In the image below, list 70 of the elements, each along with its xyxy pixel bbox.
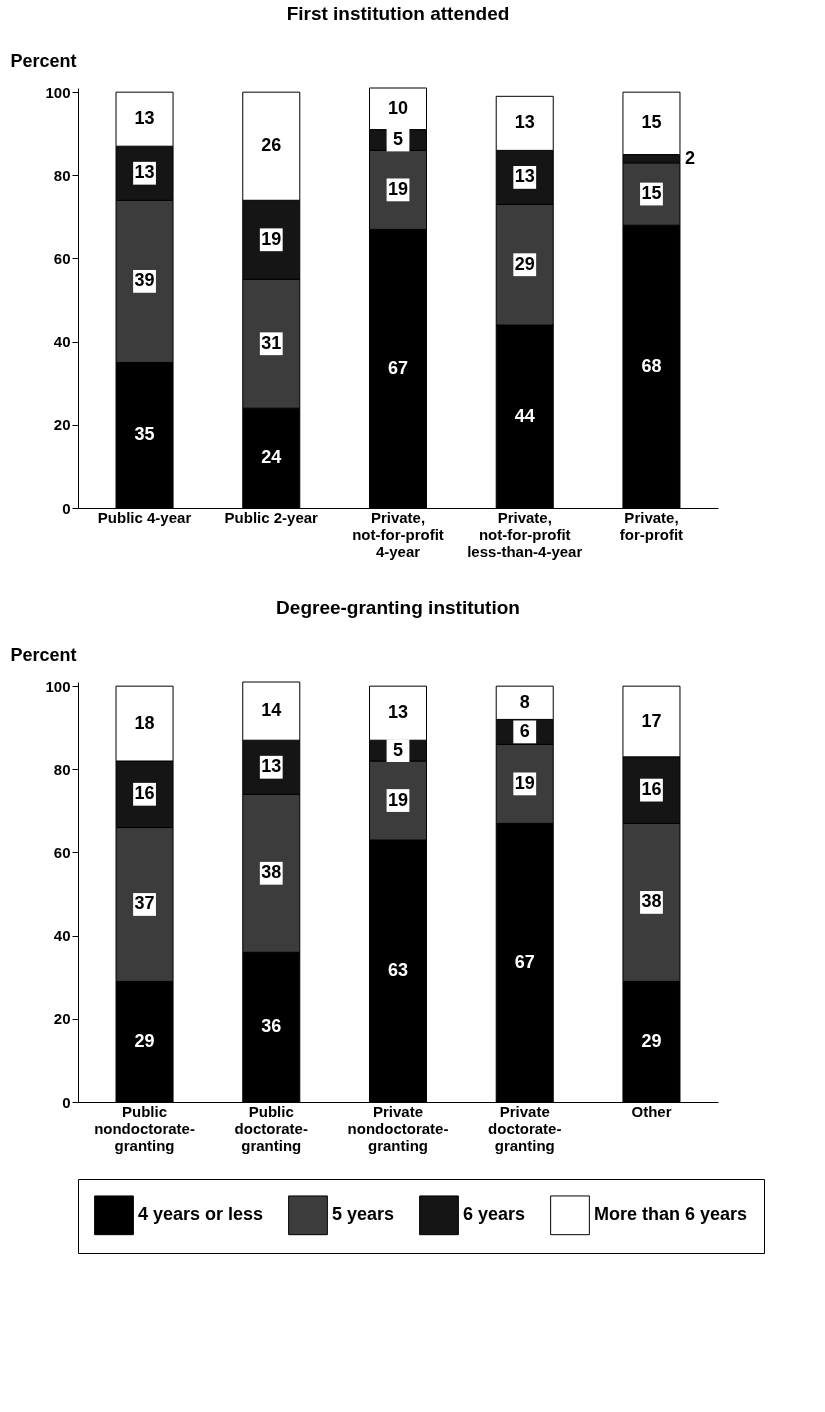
data-label: 17 bbox=[641, 710, 662, 731]
y-tick-label: 0 bbox=[62, 1093, 71, 1111]
y-tick-label: 100 bbox=[45, 677, 71, 695]
data-label: 29 bbox=[134, 1030, 155, 1051]
data-label: 44 bbox=[514, 405, 535, 426]
data-label: 38 bbox=[261, 862, 282, 883]
data-label: 15 bbox=[641, 112, 662, 133]
y-tick-label: 100 bbox=[45, 83, 71, 101]
y-tick-label: 80 bbox=[53, 760, 71, 778]
legend-label: More than 6 years bbox=[594, 1204, 748, 1225]
data-label: 13 bbox=[514, 112, 535, 133]
x-tick-label: Private nondoctorate-granting bbox=[347, 1102, 449, 1154]
data-label: 5 bbox=[392, 128, 404, 149]
y-tick-label: 20 bbox=[53, 416, 71, 434]
data-label: 8 bbox=[519, 691, 530, 712]
data-label: 14 bbox=[261, 700, 282, 721]
y-tick-label: 80 bbox=[53, 166, 71, 184]
y-tick-label: 0 bbox=[62, 499, 71, 517]
data-label: 35 bbox=[134, 424, 155, 445]
data-label: 68 bbox=[641, 355, 662, 376]
y-tick-label: 60 bbox=[53, 844, 71, 861]
x-tick-label: Private, not-for-profit 4-year bbox=[352, 508, 444, 560]
chart-title: First institution attended bbox=[286, 3, 510, 24]
y-tick-label: 40 bbox=[53, 333, 71, 351]
data-label: 16 bbox=[134, 783, 155, 804]
x-tick-label: Other bbox=[631, 1102, 672, 1120]
data-label: 36 bbox=[261, 1016, 282, 1037]
data-label: 26 bbox=[261, 135, 282, 156]
y-tick-label: 40 bbox=[53, 927, 71, 945]
data-label: 67 bbox=[387, 357, 409, 378]
legend-label: 6 years bbox=[463, 1204, 526, 1225]
x-tick-label: Public nondoctorate-granting bbox=[94, 1102, 195, 1154]
x-tick-label: Public 4-year bbox=[97, 508, 192, 526]
data-label: 24 bbox=[261, 447, 282, 468]
x-tick-label: Public doctorate-granting bbox=[234, 1102, 308, 1154]
data-label: 5 bbox=[392, 739, 404, 760]
data-label: 13 bbox=[261, 756, 282, 777]
data-label: 13 bbox=[514, 166, 535, 187]
data-label: 67 bbox=[514, 951, 535, 972]
data-label: 39 bbox=[134, 270, 155, 291]
x-tick-label: Private, not-for-profit less-than-4-year bbox=[467, 508, 583, 560]
data-label: 15 bbox=[641, 183, 662, 204]
data-label: 18 bbox=[134, 712, 155, 733]
data-label: 13 bbox=[134, 108, 155, 129]
chart-title: Degree-granting institution bbox=[276, 597, 520, 618]
data-label: 19 bbox=[387, 789, 409, 810]
data-label: 29 bbox=[514, 253, 535, 274]
data-label: 29 bbox=[641, 1030, 662, 1051]
x-tick-label: Private doctorate-granting bbox=[488, 1102, 562, 1154]
x-tick-label: Private, for-profit bbox=[619, 508, 684, 543]
data-label: 16 bbox=[641, 779, 662, 800]
y-axis-title: Percent bbox=[10, 644, 77, 665]
data-label: 38 bbox=[641, 891, 662, 912]
x-tick-label: Public 2-year bbox=[224, 508, 319, 526]
data-label: 31 bbox=[261, 332, 282, 353]
legend-label: 4 years or less bbox=[138, 1204, 264, 1225]
data-label: 6 bbox=[519, 720, 530, 741]
data-label: 2 bbox=[684, 147, 695, 168]
legend-label: 5 years bbox=[332, 1204, 395, 1225]
y-tick-label: 60 bbox=[53, 250, 71, 267]
data-label: 19 bbox=[387, 178, 409, 199]
data-label: 13 bbox=[134, 162, 155, 183]
y-axis-title: Percent bbox=[10, 50, 77, 71]
data-label: 19 bbox=[261, 228, 282, 249]
data-label: 37 bbox=[134, 893, 155, 914]
y-tick-label: 20 bbox=[53, 1010, 71, 1028]
data-label: 13 bbox=[387, 702, 409, 723]
data-label: 10 bbox=[387, 97, 409, 118]
data-label: 19 bbox=[514, 772, 535, 793]
data-label: 63 bbox=[387, 960, 409, 981]
